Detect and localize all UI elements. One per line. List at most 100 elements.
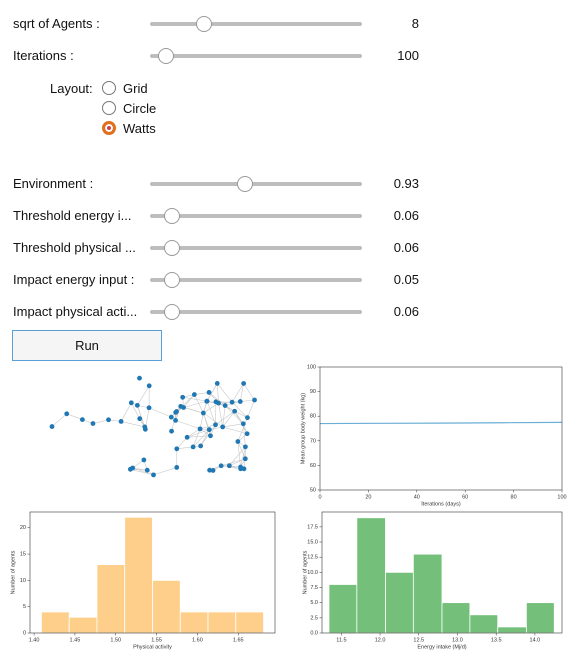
histogram-bar [441,602,471,634]
network-edge [194,394,204,414]
network-node [241,381,247,386]
network-node [174,465,180,470]
slider-label: sqrt of Agents : [13,16,100,31]
radio-text: Circle [123,101,157,116]
slider-row: Iterations : 100 [0,44,582,68]
y-tick-label: 10 [20,578,26,584]
network-node [213,399,219,405]
network-edge [237,417,248,442]
slider-track[interactable] [150,54,362,58]
slider-thumb[interactable] [164,208,180,224]
network-edge [176,437,188,449]
slider-track[interactable] [150,246,362,250]
radio-label: Layout: [50,81,93,96]
y-axis-label: Number of agents [302,550,308,594]
network-node [190,444,196,450]
slider-track[interactable] [150,278,362,282]
slider-track[interactable] [150,22,362,26]
network-edge [175,420,201,430]
network-edge [203,412,210,430]
network-node [197,426,203,432]
histogram-bar [68,616,98,634]
slider-thumb[interactable] [164,240,180,256]
network-node [174,446,180,452]
slider-thumb[interactable] [237,176,253,192]
y-axis-label: Mean group body weight (kg) [300,393,306,464]
network-edge [175,406,181,421]
x-tick-label: 0 [318,494,321,500]
network-node [206,390,212,395]
slider-track[interactable] [150,310,362,314]
radio-button[interactable] [102,81,116,95]
network-edge [237,441,241,468]
network-node [232,408,238,414]
histogram-bar [41,611,70,634]
network-edge [243,383,255,401]
histogram-bar [356,517,386,634]
network-node [240,421,246,427]
histogram-bar [497,626,527,634]
network-node [210,468,216,473]
y-tick-label: 5.0 [310,600,318,606]
network-node [173,417,178,423]
slider-label: Impact physical acti... [13,304,138,319]
y-tick-label: 12.5 [307,555,318,561]
network-edge [66,413,83,420]
network-node [130,465,136,471]
y-tick-label: 90 [310,389,316,395]
network-node [168,414,174,420]
network-edge [200,429,210,447]
network-edge [229,458,246,467]
slider-track[interactable] [150,214,362,218]
x-tick-label: 1.40 [29,637,40,643]
slider-thumb[interactable] [164,272,180,288]
network-edge [130,469,154,476]
network-node [242,444,248,450]
y-tick-label: 20 [20,525,26,531]
network-edge [132,467,154,476]
y-tick-label: 70 [310,438,316,444]
slider-label: Threshold physical ... [13,240,136,255]
x-tick-label: 80 [511,494,517,500]
slider-track[interactable] [150,182,362,186]
slider-thumb[interactable] [158,48,174,64]
plot-frame [319,366,563,491]
network-node [90,421,96,426]
slider-thumb[interactable] [164,304,180,320]
radio-button[interactable] [102,121,116,135]
slider-thumb[interactable] [196,16,212,32]
network-edge [221,458,246,467]
network-edge [153,467,177,476]
network-node [146,405,152,411]
network-edge [131,402,140,419]
run-button[interactable]: Run [12,330,162,361]
network-node [106,417,111,423]
network-edge [51,413,67,427]
x-tick-label: 12.0 [375,637,386,643]
y-axis-label: Number of agents [10,550,16,594]
network-edge [187,435,211,438]
slider-value: 0.05 [393,272,419,287]
network-node [244,431,250,437]
radio-button[interactable] [102,101,116,115]
slider-value: 8 [411,16,419,31]
network-edge [231,401,248,418]
network-edge [231,383,244,403]
network-node [222,403,228,408]
network-edge [199,412,204,429]
x-tick-label: 12.5 [413,637,424,643]
x-tick-label: 60 [462,494,468,500]
radio-text: Watts [123,121,156,136]
slider-label: Threshold energy i... [13,208,132,223]
network-node [137,416,143,422]
network-edge [224,405,244,424]
network-node [173,410,179,415]
slider-row: Threshold physical ... 0.06 [0,236,582,260]
y-tick-label: 5 [23,604,26,610]
network-edge [192,428,201,448]
network-node [184,434,190,440]
x-tick-label: 1.60 [192,637,203,643]
slider-label: Iterations : [13,48,74,63]
network-edge [237,441,246,459]
slider-row: Impact energy input : 0.05 [0,268,582,292]
